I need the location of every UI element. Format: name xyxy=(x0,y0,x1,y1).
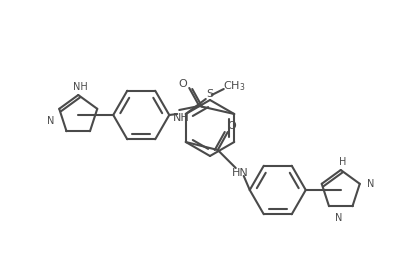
Text: N: N xyxy=(367,179,374,189)
Text: HN: HN xyxy=(231,168,248,178)
Text: O: O xyxy=(179,79,188,89)
Text: O: O xyxy=(227,121,236,131)
Text: NH: NH xyxy=(173,113,190,123)
Text: H: H xyxy=(339,157,346,167)
Text: CH$_3$: CH$_3$ xyxy=(223,79,245,93)
Text: N: N xyxy=(47,116,54,126)
Text: S: S xyxy=(206,89,213,99)
Text: N: N xyxy=(335,213,342,223)
Text: NH: NH xyxy=(73,82,88,92)
